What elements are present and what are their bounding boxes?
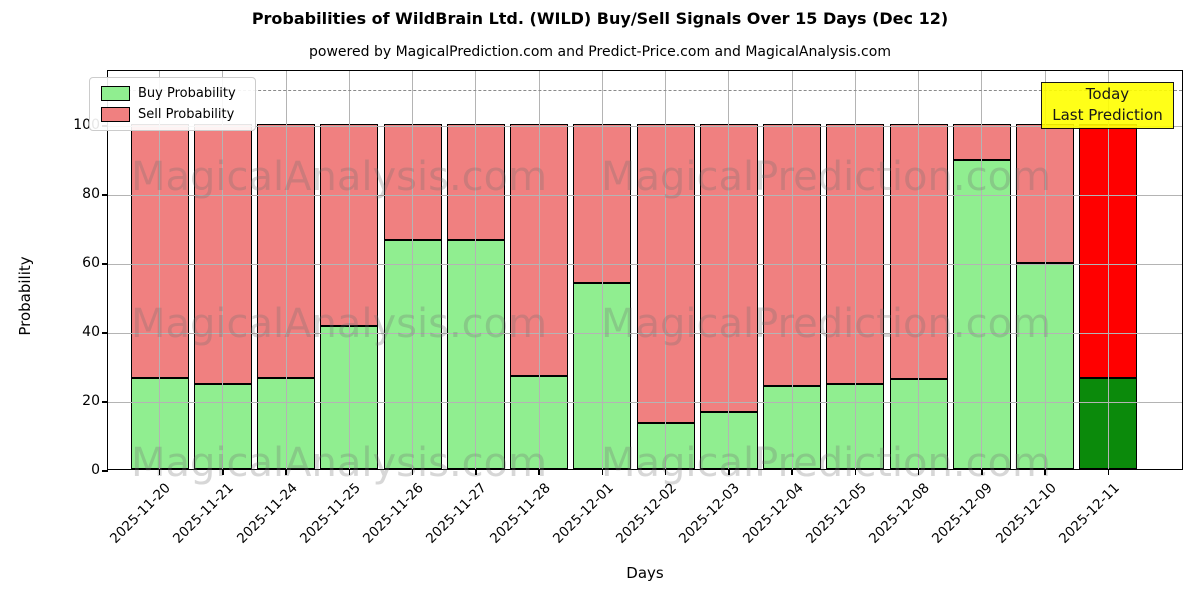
watermark-text: MagicalAnalysis.com — [131, 440, 548, 486]
y-tick-mark — [102, 401, 108, 403]
y-gridline — [108, 125, 1182, 127]
x-gridline — [412, 71, 414, 469]
y-tick-mark — [102, 263, 108, 265]
legend-sell-label: Sell Probability — [138, 107, 235, 122]
chart-title: Probabilities of WildBrain Ltd. (WILD) B… — [251, 9, 949, 28]
watermark-text: MagicalPrediction.com — [601, 301, 1051, 347]
y-tick-label: 80 — [82, 186, 100, 203]
x-tick-label: 2025-12-09 — [929, 480, 997, 547]
x-tick-label: 2025-12-11 — [1055, 480, 1123, 547]
legend-buy-swatch — [101, 86, 130, 101]
y-tick-mark — [102, 194, 108, 196]
x-gridline — [1107, 71, 1109, 469]
y-gridline — [108, 332, 1182, 334]
watermark-text: MagicalAnalysis.com — [131, 301, 548, 347]
x-tick-label: 2025-12-02 — [613, 480, 680, 547]
x-tick-mark — [854, 469, 857, 475]
x-tick-mark — [601, 469, 604, 475]
y-gridline — [108, 401, 1182, 403]
x-tick-label: 2025-12-05 — [802, 480, 870, 547]
annotation-line-1: Today — [1085, 85, 1130, 103]
x-tick-mark — [538, 469, 540, 475]
x-tick-mark — [348, 469, 351, 475]
x-tick-label: 2025-11-21 — [170, 480, 238, 547]
y-tick-label: 40 — [82, 324, 100, 341]
x-gridline — [1044, 71, 1046, 469]
x-gridline — [159, 71, 161, 469]
x-gridline — [475, 71, 477, 469]
plot-area: 0 20 40 60 80 100 2025-11-20 2025-11-21 2025-11-… — [73, 70, 1183, 547]
y-axis-label: Probability — [16, 256, 34, 336]
y-tick-label: 0 — [91, 462, 100, 478]
x-tick-label: 2025-12-08 — [866, 480, 933, 547]
x-tick-mark — [222, 469, 224, 475]
x-tick-mark — [791, 469, 793, 475]
watermark-text: MagicalAnalysis.com — [131, 154, 548, 200]
x-tick-label: 2025-11-20 — [107, 480, 175, 547]
y-tick-mark — [102, 470, 108, 472]
x-tick-label: 2025-11-28 — [486, 480, 554, 547]
x-gridline — [538, 71, 540, 469]
x-tick-label: 2025-12-01 — [549, 480, 617, 547]
x-tick-label: 2025-11-26 — [360, 480, 427, 547]
x-gridline — [601, 71, 603, 469]
x-tick-label: 2025-12-04 — [739, 480, 807, 547]
x-gridline — [222, 71, 224, 469]
chart-subtitle: powered by MagicalPrediction.com and Pre… — [309, 44, 891, 60]
x-gridline — [285, 71, 287, 469]
x-tick-mark — [475, 469, 477, 475]
x-tick-mark — [285, 469, 287, 475]
dashed-threshold-line — [108, 89, 1182, 91]
watermark-text: MagicalPrediction.com — [601, 440, 1051, 486]
x-tick-mark — [917, 469, 920, 475]
legend: Buy Probability Sell Probability — [89, 77, 256, 131]
x-tick-mark — [1107, 469, 1109, 475]
x-tick-label: 2025-11-27 — [423, 480, 491, 547]
x-axis-label: Days — [626, 564, 664, 582]
x-tick-mark — [411, 469, 414, 475]
x-gridline — [665, 71, 667, 469]
y-tick-label: 60 — [82, 255, 100, 272]
x-gridline — [854, 71, 856, 469]
x-tick-mark — [728, 469, 730, 475]
y-gridline — [108, 194, 1182, 196]
x-gridline — [791, 71, 793, 469]
x-tick-mark — [1044, 469, 1046, 475]
y-tick-label: 20 — [82, 393, 100, 410]
y-tick-mark — [102, 332, 108, 334]
watermark-text: MagicalPrediction.com — [601, 154, 1051, 200]
x-tick-label: 2025-11-24 — [233, 480, 301, 547]
x-tick-label: 2025-12-03 — [676, 480, 744, 547]
x-gridline — [918, 71, 920, 469]
x-gridline — [981, 71, 983, 469]
x-gridline — [348, 71, 350, 469]
legend-item-buy: Buy Probability — [101, 83, 255, 104]
x-tick-mark — [159, 469, 161, 475]
legend-item-sell: Sell Probability — [101, 104, 255, 125]
x-tick-label: 2025-12-10 — [992, 480, 1060, 547]
x-tick-mark — [664, 469, 667, 475]
x-tick-label: 2025-11-25 — [296, 480, 364, 547]
y-gridline — [108, 263, 1182, 265]
x-gridline — [728, 71, 730, 469]
legend-buy-label: Buy Probability — [138, 86, 236, 101]
legend-sell-swatch — [101, 107, 130, 122]
x-tick-mark — [981, 469, 983, 475]
annotation-line-2: Last Prediction — [1052, 106, 1163, 124]
today-annotation: Today Last Prediction — [1041, 82, 1174, 129]
